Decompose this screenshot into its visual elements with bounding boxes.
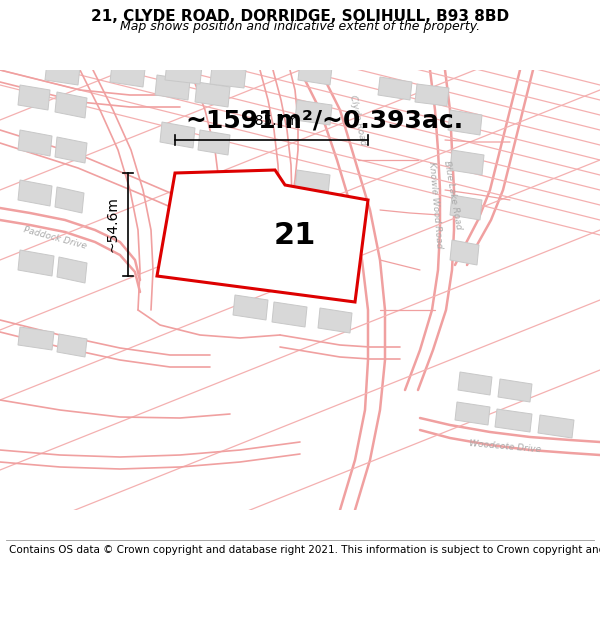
Polygon shape — [45, 62, 80, 85]
Text: Clyde Road: Clyde Road — [348, 94, 368, 146]
Polygon shape — [295, 170, 330, 195]
Polygon shape — [57, 257, 87, 283]
Polygon shape — [450, 240, 479, 265]
Text: Paddock Drive: Paddock Drive — [22, 225, 88, 251]
Polygon shape — [18, 327, 54, 350]
Polygon shape — [210, 66, 246, 88]
Polygon shape — [455, 402, 490, 425]
Polygon shape — [160, 122, 195, 148]
Polygon shape — [57, 334, 87, 357]
Polygon shape — [495, 409, 532, 432]
Polygon shape — [498, 379, 532, 402]
Polygon shape — [450, 150, 484, 175]
Polygon shape — [233, 295, 268, 320]
Text: 21, CLYDE ROAD, DORRIDGE, SOLIHULL, B93 8BD: 21, CLYDE ROAD, DORRIDGE, SOLIHULL, B93 … — [91, 9, 509, 24]
Polygon shape — [55, 137, 87, 163]
Polygon shape — [165, 62, 202, 84]
Polygon shape — [55, 187, 84, 213]
Polygon shape — [378, 77, 412, 100]
Polygon shape — [450, 195, 482, 220]
Polygon shape — [195, 82, 230, 107]
Text: 21: 21 — [274, 221, 316, 249]
Polygon shape — [415, 84, 449, 106]
Polygon shape — [458, 372, 492, 395]
Polygon shape — [18, 130, 52, 156]
Text: ~85.7m: ~85.7m — [244, 114, 299, 128]
Text: Contains OS data © Crown copyright and database right 2021. This information is : Contains OS data © Crown copyright and d… — [9, 546, 600, 556]
Text: Woodcote Drive: Woodcote Drive — [469, 439, 541, 454]
Polygon shape — [297, 254, 332, 280]
Polygon shape — [198, 130, 230, 155]
Polygon shape — [538, 415, 574, 438]
Text: ~1591m²/~0.393ac.: ~1591m²/~0.393ac. — [185, 108, 463, 132]
Text: Knowle Wood Road: Knowle Wood Road — [427, 161, 443, 249]
Polygon shape — [55, 92, 87, 118]
Polygon shape — [157, 170, 368, 302]
Polygon shape — [272, 302, 307, 327]
Text: Map shows position and indicative extent of the property.: Map shows position and indicative extent… — [120, 20, 480, 33]
Polygon shape — [110, 64, 145, 87]
Polygon shape — [18, 85, 50, 110]
Text: ~54.6m: ~54.6m — [106, 197, 120, 252]
Polygon shape — [295, 100, 332, 125]
Polygon shape — [155, 75, 190, 100]
Polygon shape — [18, 180, 52, 206]
Polygon shape — [448, 110, 482, 135]
Polygon shape — [298, 62, 332, 85]
Polygon shape — [318, 308, 352, 333]
Text: Blue Lake Road: Blue Lake Road — [443, 160, 463, 230]
Polygon shape — [18, 250, 54, 276]
Polygon shape — [300, 212, 335, 238]
